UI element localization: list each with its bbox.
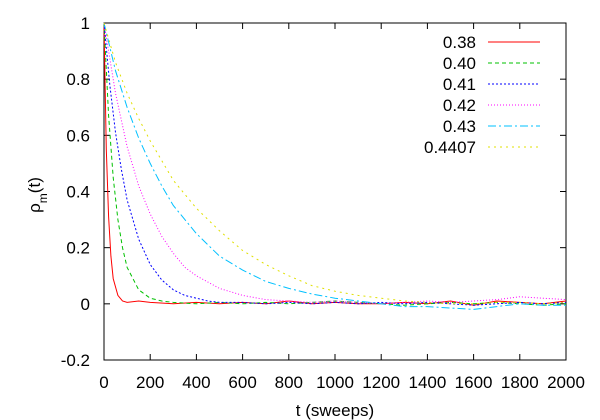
y-axis-label-base: ρ: [25, 203, 44, 213]
x-tick-label: 1200: [362, 373, 400, 392]
y-tick-label: 0.4: [66, 183, 90, 202]
series-line-0.38: [103, 22, 567, 306]
y-tick-label: 0: [81, 295, 90, 314]
legend-entry-label: 0.41: [443, 75, 476, 94]
x-tick-label: 1400: [408, 373, 446, 392]
plot-border: [103, 22, 567, 361]
y-axis-label-tail: (t): [25, 177, 44, 193]
series-line-0.4407: [103, 22, 567, 305]
plot-frame: [103, 22, 567, 361]
x-tick-label: 800: [275, 373, 303, 392]
series-line-0.41: [103, 22, 567, 306]
y-tick-label: 1: [81, 14, 90, 33]
series-line-0.40: [103, 22, 567, 306]
y-ticks: -0.2 0 0.2 0.4 0.6 0.8 1: [61, 14, 566, 370]
series-layer: [103, 22, 567, 310]
x-ticks: 0 200 400 600 800 1000 1200 1400 1600 1800 2000: [99, 23, 585, 392]
legend-entry-label: 0.38: [443, 33, 476, 52]
x-tick-label: 0: [99, 373, 108, 392]
legend: 0.38 0.40 0.41 0.42 0.43 0.4407: [424, 33, 540, 157]
y-tick-label: 0.8: [66, 70, 90, 89]
legend-entry-label: 0.40: [443, 54, 476, 73]
series-line-0.43: [103, 22, 566, 310]
y-axis-label-sub: m: [36, 193, 50, 203]
y-tick-label: 0.6: [66, 126, 90, 145]
y-tick-label: -0.2: [61, 351, 90, 370]
x-tick-label: 1000: [316, 373, 354, 392]
legend-entry-label: 0.43: [443, 117, 476, 136]
x-tick-label: 2000: [547, 373, 585, 392]
legend-entry-label: 0.42: [443, 96, 476, 115]
x-tick-label: 600: [228, 373, 256, 392]
x-tick-label: 400: [182, 373, 210, 392]
x-tick-label: 1600: [455, 373, 493, 392]
x-axis-label: t (sweeps): [296, 401, 374, 420]
x-tick-label: 1800: [501, 373, 539, 392]
x-tick-label: 200: [136, 373, 164, 392]
y-axis-label: ρm(t): [25, 177, 50, 213]
series-line-0.42: [103, 22, 567, 305]
y-tick-label: 0.2: [66, 239, 90, 258]
legend-entry-label: 0.4407: [424, 138, 476, 157]
